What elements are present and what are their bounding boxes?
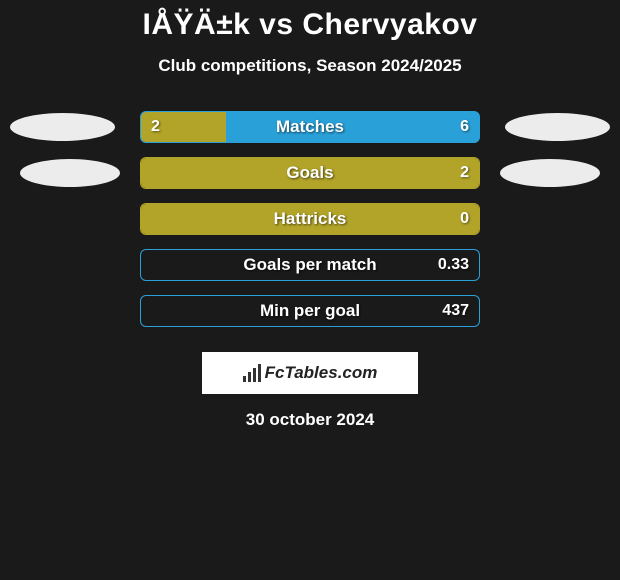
stat-bar-track: 2 Matches 6 — [140, 111, 480, 143]
stat-right-value: 0.33 — [438, 256, 469, 274]
player-badge-left — [20, 159, 120, 187]
stat-label: Min per goal — [260, 301, 360, 321]
stat-label: Hattricks — [274, 209, 347, 229]
stat-right-value: 2 — [460, 164, 469, 182]
stat-label: Matches — [276, 117, 344, 137]
stat-left-value: 2 — [151, 118, 160, 136]
stat-bar-track: Goals 2 — [140, 157, 480, 189]
comparison-row: Min per goal 437 — [0, 288, 620, 334]
page-subtitle: Club competitions, Season 2024/2025 — [158, 56, 461, 76]
stat-right-value: 437 — [442, 302, 469, 320]
player-badge-right — [500, 159, 600, 187]
comparison-row: Goals per match 0.33 — [0, 242, 620, 288]
player-badge-right — [505, 113, 610, 141]
stat-bar-track: Min per goal 437 — [140, 295, 480, 327]
brand-text: FcTables.com — [265, 363, 378, 383]
comparison-row: Goals 2 — [0, 150, 620, 196]
stat-right-value: 6 — [460, 118, 469, 136]
stat-bar-track: Hattricks 0 — [140, 203, 480, 235]
date-text: 30 october 2024 — [246, 410, 375, 430]
comparison-row: Hattricks 0 — [0, 196, 620, 242]
stat-label: Goals per match — [243, 255, 376, 275]
comparison-rows: 2 Matches 6 Goals 2 Hattricks 0 Goals per match… — [0, 104, 620, 334]
brand-logo-box: FcTables.com — [202, 352, 418, 394]
page-title: IÅŸÄ±k vs Chervyakov — [143, 8, 478, 42]
player-badge-left — [10, 113, 115, 141]
stat-right-value: 0 — [460, 210, 469, 228]
stat-bar-track: Goals per match 0.33 — [140, 249, 480, 281]
stat-label: Goals — [286, 163, 333, 183]
infographic-container: IÅŸÄ±k vs Chervyakov Club competitions, … — [0, 0, 620, 430]
comparison-row: 2 Matches 6 — [0, 104, 620, 150]
bars-icon — [243, 364, 261, 382]
